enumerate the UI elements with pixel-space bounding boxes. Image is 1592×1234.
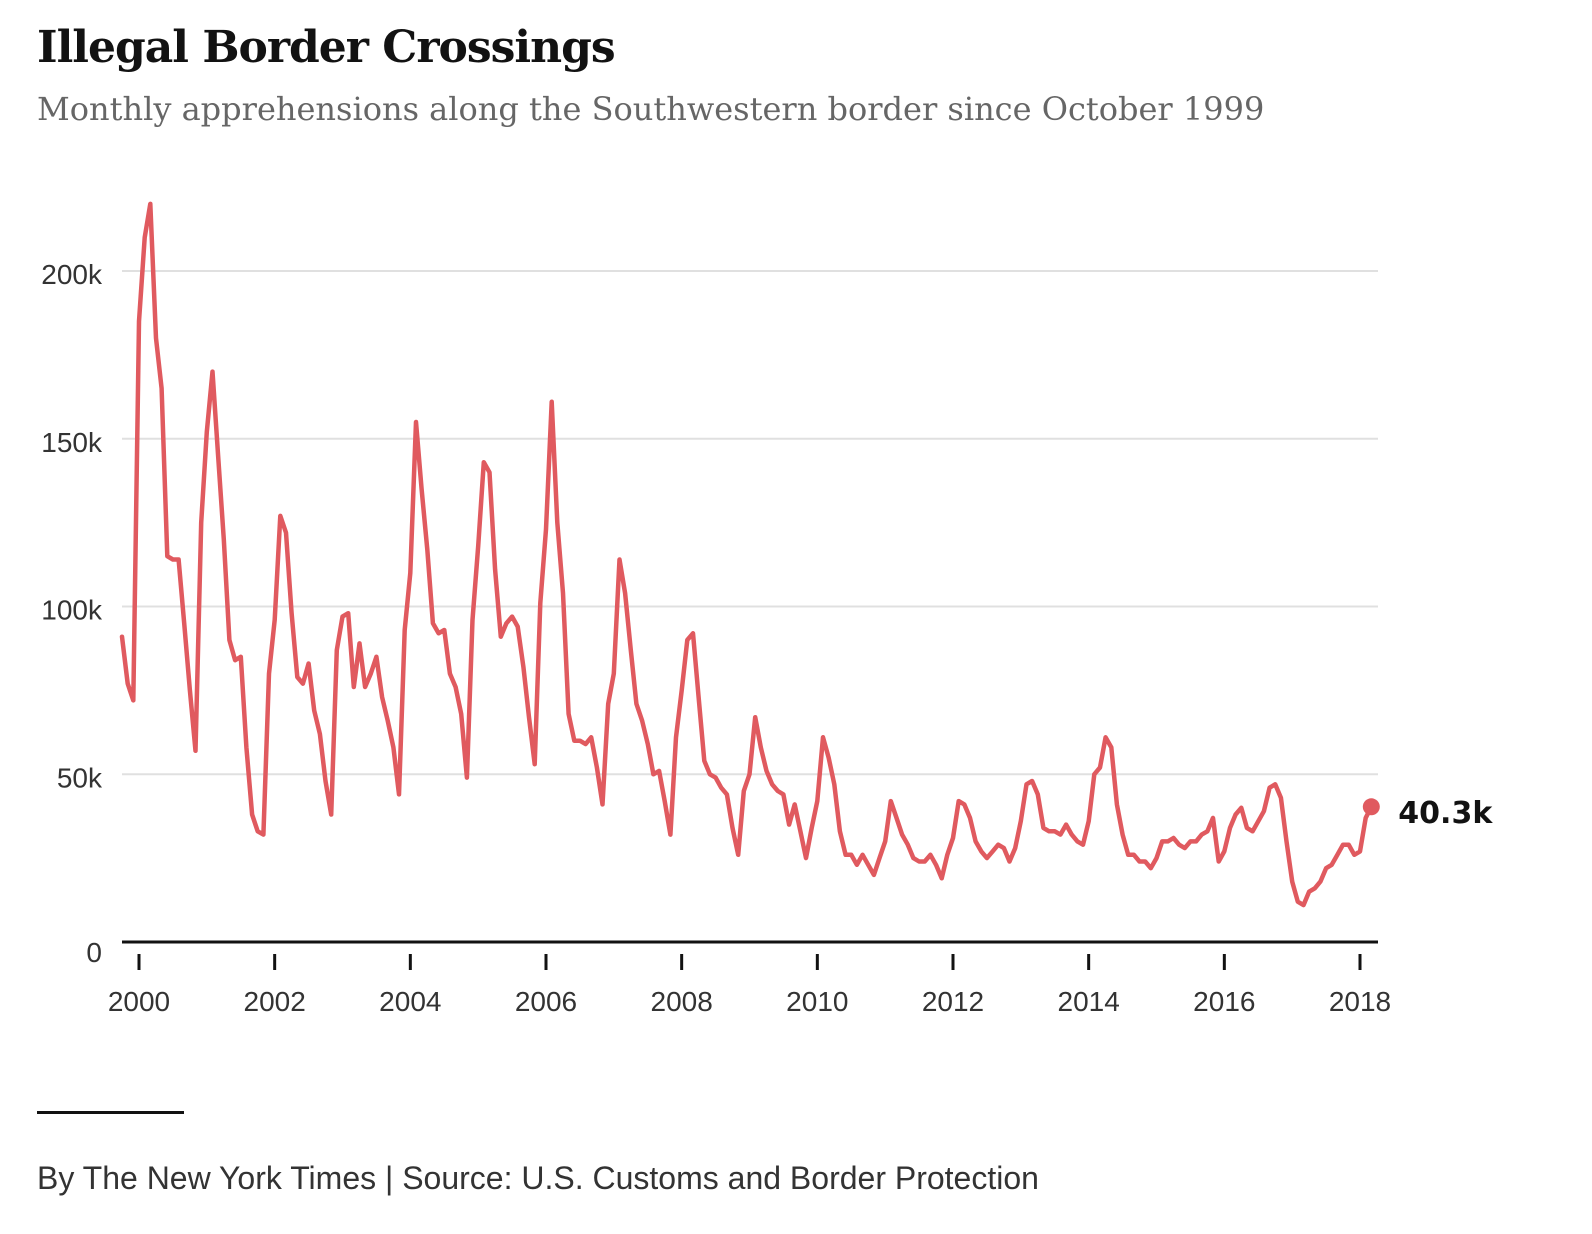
x-tick-label: 2004 (379, 986, 441, 1017)
x-tick-label: 2006 (515, 986, 577, 1017)
x-tick-label: 2016 (1193, 986, 1255, 1017)
chart-subtitle: Monthly apprehensions along the Southwes… (37, 90, 1265, 128)
x-tick-label: 2012 (922, 986, 984, 1017)
source-credit: By The New York Times | Source: U.S. Cus… (37, 1160, 1039, 1196)
x-tick-label: 2002 (244, 986, 306, 1017)
x-tick-label: 2010 (786, 986, 848, 1017)
x-tick-label: 2008 (651, 986, 713, 1017)
y-tick-label: 200k (41, 259, 103, 290)
footer-rule (37, 1111, 184, 1114)
series-layer: 40.3k (119, 201, 1493, 908)
y-axis-labels: 0 50k 100k 150k 200k (41, 259, 103, 968)
y-tick-label: 50k (57, 762, 103, 793)
y-tick-label: 150k (41, 427, 103, 458)
end-point-marker (1362, 798, 1380, 816)
line-chart: 0 50k 100k 150k 200k 2000 2002 2004 2006 2008 201… (41, 201, 1493, 1017)
end-value-label: 40.3k (1398, 796, 1493, 831)
x-axis-ticks: 2000 2002 2004 2006 2008 2010 2012 2014 2016 2018 (108, 954, 1391, 1017)
x-tick-label: 2018 (1329, 986, 1391, 1017)
gridlines (122, 270, 1378, 776)
chart-title: Illegal Border Crossings (37, 22, 616, 73)
series-line (119, 201, 1374, 908)
y-tick-label: 100k (41, 595, 103, 626)
x-tick-label: 2000 (108, 986, 170, 1017)
x-tick-label: 2014 (1058, 986, 1120, 1017)
y-tick-label: 0 (86, 937, 102, 968)
